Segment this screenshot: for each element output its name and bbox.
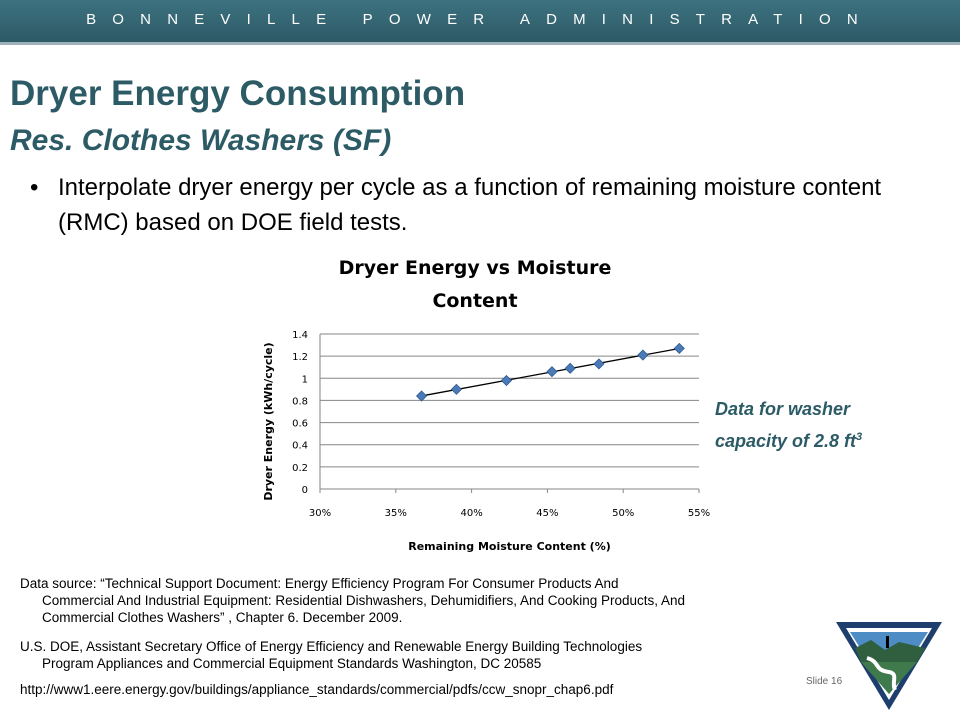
doe-citation: U.S. DOE, Assistant Secretary Office of … xyxy=(20,638,820,672)
y-axis-title: Dryer Energy (kWh/cycle) xyxy=(262,342,275,500)
y-tick-label: 1 xyxy=(302,374,308,385)
x-tick-label: 45% xyxy=(536,508,558,519)
data-point xyxy=(673,342,685,354)
x-tick-label: 30% xyxy=(309,508,331,519)
logo-valley xyxy=(861,662,917,694)
data-point xyxy=(593,358,605,370)
x-tick-label: 55% xyxy=(688,508,710,519)
x-tick-label: 40% xyxy=(460,508,482,519)
y-tick-label: 0.8 xyxy=(292,396,308,407)
bpa-logo xyxy=(836,622,942,710)
data-point xyxy=(637,349,649,361)
y-tick-label: 1.2 xyxy=(292,352,308,363)
chart-title-line2: Content xyxy=(432,290,518,312)
y-tick-label: 0.6 xyxy=(292,419,308,430)
x-tick-label: 35% xyxy=(385,508,407,519)
note-line1: Data for washer xyxy=(715,399,851,419)
note-superscript: 3 xyxy=(856,431,863,443)
org-name: BONNEVILLE POWER ADMINISTRATION xyxy=(86,11,874,28)
chart-title: Dryer Energy vs Moisture Content xyxy=(300,252,650,318)
slide-title: Dryer Energy Consumption xyxy=(10,74,466,113)
note-line2-text: capacity of 2.8 ft xyxy=(715,431,857,451)
bullet-icon: • xyxy=(30,174,39,201)
source2-line1: U.S. DOE, Assistant Secretary Office of … xyxy=(20,639,643,654)
source-url[interactable]: http://www1.eere.energy.gov/buildings/ap… xyxy=(20,682,614,697)
note-line2: capacity of 2.8 ft3 xyxy=(715,423,862,455)
x-axis-title: Remaining Moisture Content (%) xyxy=(408,540,611,553)
chart-title-line1: Dryer Energy vs Moisture xyxy=(338,257,612,279)
data-point xyxy=(416,390,428,402)
source2-line2: Program Appliances and Commercial Equipm… xyxy=(42,656,542,671)
logo-tower xyxy=(886,636,889,648)
data-point xyxy=(500,374,513,387)
source1-line2: Commercial And Industrial Equipment: Res… xyxy=(42,593,686,608)
data-point xyxy=(546,366,558,378)
data-point xyxy=(450,383,463,395)
logo-hills xyxy=(855,640,925,662)
y-tick-label: 0.4 xyxy=(292,441,308,452)
source1-line1: Data source: “Technical Support Document… xyxy=(20,576,619,591)
logo-river xyxy=(866,656,897,691)
bullet-text: Interpolate dryer energy per cycle as a … xyxy=(58,174,882,236)
header-bar: BONNEVILLE POWER ADMINISTRATION xyxy=(0,0,960,45)
y-tick-label: 1.4 xyxy=(292,330,308,341)
source1-line3: Commercial Clothes Washers” , Chapter 6.… xyxy=(42,610,403,625)
capacity-note: Data for washer capacity of 2.8 ft3 xyxy=(715,395,862,455)
data-point xyxy=(564,362,576,374)
scatter-chart: 0 0.2 0.4 0.6 0.8 1 1.2 1.4 30% 35% 40% 45% 50% 55% Re… xyxy=(262,330,710,553)
y-tick-label: 0.2 xyxy=(292,463,308,474)
slide-number: Slide 16 xyxy=(806,676,843,687)
y-tick-label: 0 xyxy=(302,485,308,496)
x-tick-label: 50% xyxy=(612,508,634,519)
slide-subtitle: Res. Clothes Washers (SF) xyxy=(10,124,392,157)
data-source-citation: Data source: “Technical Support Document… xyxy=(20,575,820,626)
